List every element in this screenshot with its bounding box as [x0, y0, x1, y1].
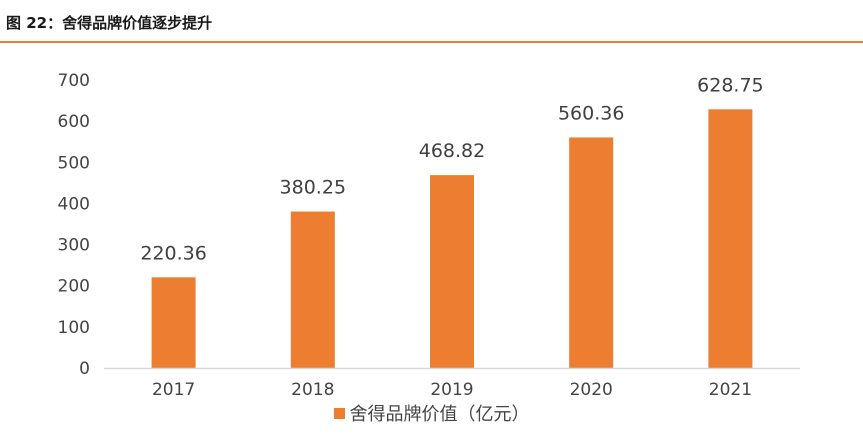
bar-2017: [151, 277, 196, 368]
bar-2018: [290, 211, 335, 368]
y-tick-label: 700: [58, 71, 90, 91]
y-tick-label: 0: [79, 359, 90, 379]
x-tick-label-2018: 2018: [291, 380, 334, 400]
x-tick-label-2019: 2019: [430, 380, 473, 400]
bar-2020: [569, 137, 614, 368]
x-tick-label-2021: 2021: [709, 380, 752, 400]
y-tick-label: 400: [58, 194, 90, 214]
legend-swatch: [333, 408, 345, 419]
y-tick-label: 100: [58, 318, 90, 338]
data-label-2017: 220.36: [140, 242, 206, 264]
title-rule: [0, 41, 863, 43]
legend-label: 舍得品牌价值（亿元）: [349, 404, 530, 425]
bar-2019: [430, 175, 474, 368]
x-tick-label-2017: 2017: [152, 380, 195, 400]
y-tick-label: 200: [58, 277, 90, 297]
x-tick-label-2020: 2020: [570, 380, 613, 400]
y-tick-label: 600: [58, 112, 90, 132]
legend: 舍得品牌价值（亿元）: [0, 400, 863, 426]
x-axis: 2017 2018 2019 2020 2021: [152, 380, 752, 400]
data-label-2019: 468.82: [419, 140, 485, 162]
y-tick-label: 300: [58, 236, 90, 256]
y-axis: 0 100 200 300 400 500 600 700: [58, 71, 90, 379]
data-label-2020: 560.36: [558, 102, 624, 124]
bar-2021: [708, 109, 753, 369]
y-tick-label: 500: [58, 153, 90, 173]
value-labels: 220.36 380.25 468.82 560.36 628.75: [140, 74, 763, 264]
data-label-2018: 380.25: [280, 177, 346, 199]
data-label-2021: 628.75: [697, 74, 763, 96]
figure-title: 图 22：舍得品牌价值逐步提升: [6, 14, 213, 32]
bars: [151, 109, 753, 369]
